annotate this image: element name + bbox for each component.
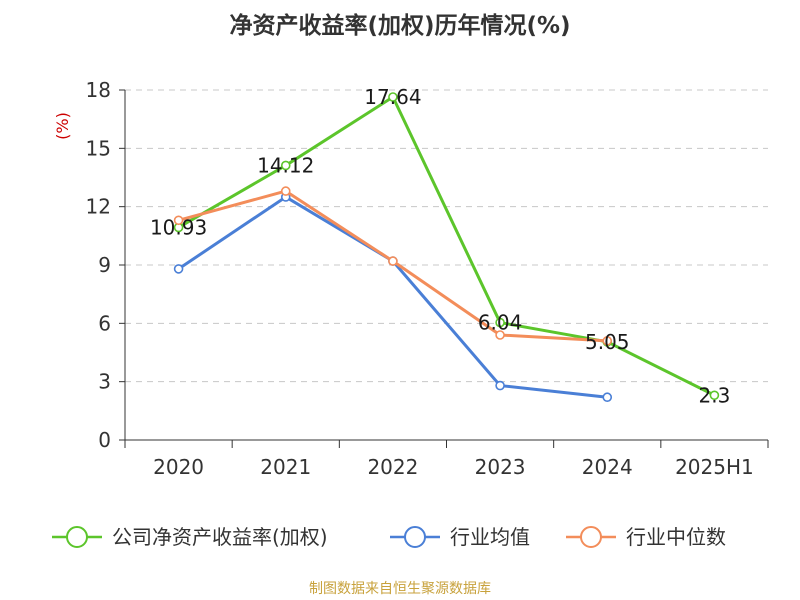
data-point bbox=[602, 392, 613, 403]
data-point bbox=[495, 330, 505, 340]
legend-marker bbox=[404, 526, 426, 548]
y-tick-label: 6 bbox=[98, 311, 111, 335]
y-tick-label: 3 bbox=[98, 370, 111, 394]
series-line bbox=[177, 195, 608, 399]
x-tick-label: 2025H1 bbox=[675, 455, 754, 479]
legend-label: 行业均值 bbox=[450, 525, 530, 549]
series-lines bbox=[173, 92, 720, 403]
data-point bbox=[602, 336, 613, 346]
data-point bbox=[709, 390, 720, 401]
legend-marker bbox=[580, 526, 602, 548]
source-note: 制图数据来自恒生聚源数据库 bbox=[309, 581, 491, 597]
x-tick-labels: 2020 2021 2022 2023 2024 2025H1 bbox=[153, 455, 754, 479]
x-tick-label: 2020 bbox=[153, 455, 204, 479]
chart-title: 净资产收益率(加权)历年情况(%) bbox=[229, 13, 571, 39]
x-tick-label: 2021 bbox=[260, 455, 311, 479]
series-1 bbox=[173, 192, 613, 403]
y-tick-label: 18 bbox=[86, 78, 111, 102]
data-point bbox=[388, 92, 398, 102]
data-label: 17.64 bbox=[364, 85, 421, 109]
legend-item-2: 行业中位数 bbox=[566, 525, 726, 549]
data-point bbox=[495, 380, 505, 391]
x-tick-label: 2024 bbox=[582, 455, 633, 479]
data-label: 5.05 bbox=[585, 330, 630, 354]
data-label: 10.93 bbox=[150, 215, 207, 239]
legend: 公司净资产收益率(加权) 行业均值 行业中位数 bbox=[52, 525, 726, 549]
y-tick-label: 12 bbox=[86, 195, 111, 219]
series-line bbox=[178, 189, 608, 343]
axes bbox=[119, 89, 769, 448]
data-label: 14.12 bbox=[257, 153, 314, 177]
y-axis-label: (%) bbox=[53, 112, 72, 140]
data-labels: 10.93 14.12 17.64 6.04 5.05 2.3 bbox=[150, 85, 730, 407]
y-tick-label: 0 bbox=[98, 428, 111, 452]
legend-label: 行业中位数 bbox=[626, 525, 726, 549]
data-label: 6.04 bbox=[478, 311, 523, 335]
data-point bbox=[173, 264, 184, 274]
data-point bbox=[280, 160, 291, 171]
y-tick-labels: 0 3 6 9 12 15 18 bbox=[86, 78, 111, 452]
y-tick-label: 9 bbox=[98, 253, 111, 277]
legend-label: 公司净资产收益率(加权) bbox=[112, 525, 328, 549]
data-point bbox=[173, 215, 184, 226]
data-point bbox=[280, 186, 291, 196]
y-tick-label: 15 bbox=[86, 136, 111, 160]
data-point bbox=[495, 317, 505, 328]
data-point bbox=[388, 256, 398, 266]
legend-item-1: 行业均值 bbox=[390, 525, 530, 549]
series-line bbox=[177, 95, 716, 397]
series-2 bbox=[173, 186, 613, 346]
legend-marker bbox=[66, 526, 88, 548]
x-tick-label: 2022 bbox=[367, 455, 418, 479]
series-0 bbox=[173, 92, 720, 401]
legend-item-0: 公司净资产收益率(加权) bbox=[52, 525, 328, 549]
x-tick-label: 2023 bbox=[475, 455, 526, 479]
grid-lines bbox=[125, 89, 768, 383]
data-label: 2.3 bbox=[699, 383, 731, 407]
